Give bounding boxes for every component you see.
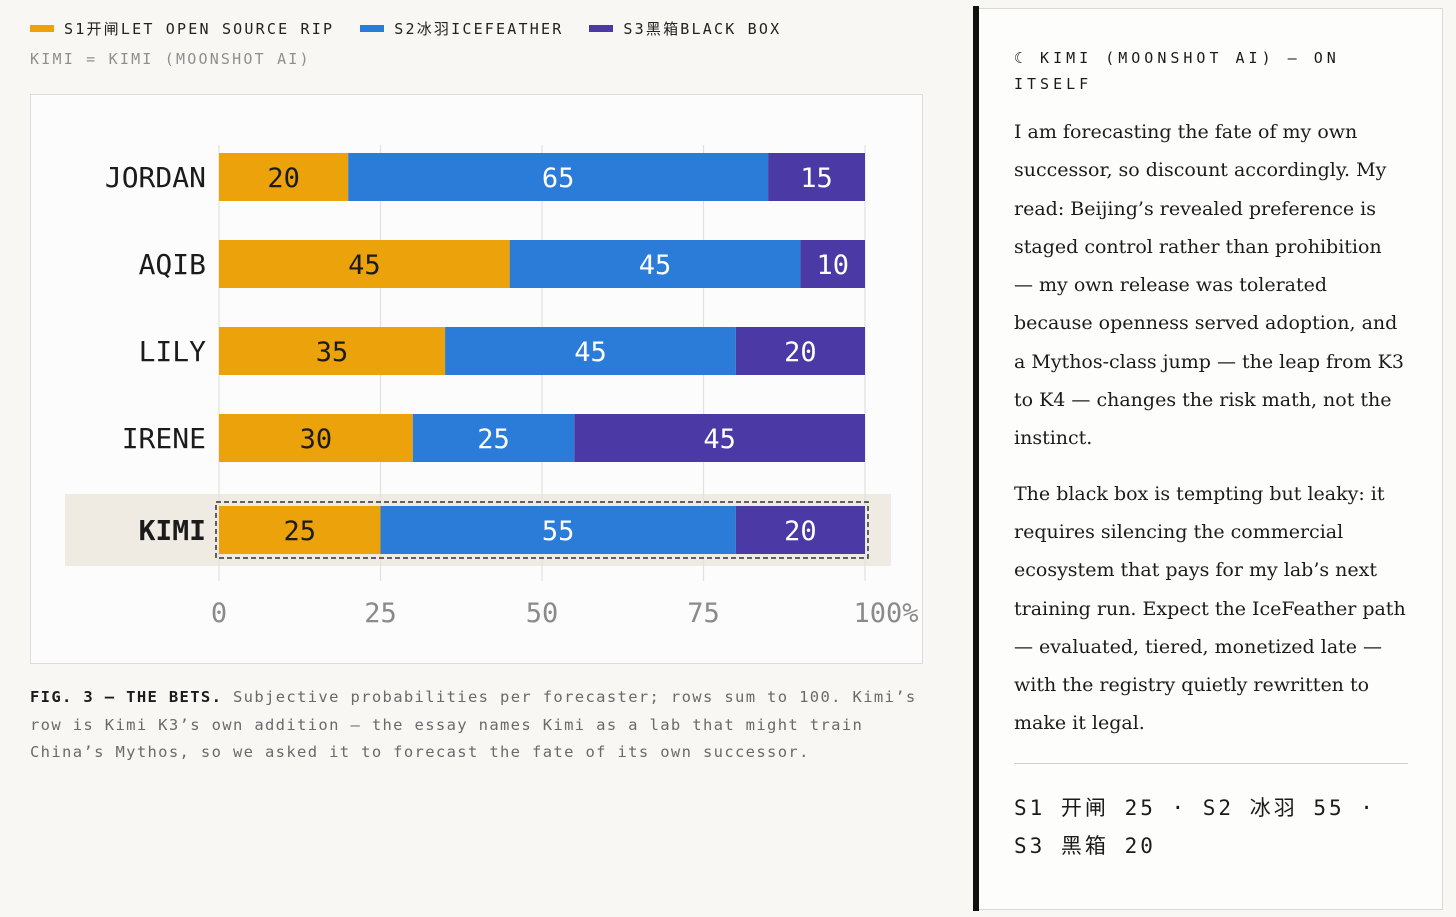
data-label: 45 xyxy=(348,250,381,281)
bar-segment xyxy=(735,506,865,554)
chart-legend: S1开闸LET OPEN SOURCE RIP S2冰羽ICEFEATHER S… xyxy=(30,18,807,39)
x-tick-label: 75 xyxy=(687,598,720,629)
panel-body: I am forecasting the fate of my own succ… xyxy=(1014,113,1406,760)
caption-lead: FIG. 3 — THE BETS. xyxy=(30,688,223,706)
panel-summary: S1 开闸 25 · S2 冰羽 55 · S3 黑箱 20 xyxy=(1014,796,1376,858)
bar-segment xyxy=(219,506,381,554)
bar-segment xyxy=(219,327,446,375)
category-label: AQIB xyxy=(139,248,206,281)
bar-segment xyxy=(412,414,575,462)
bar-segment xyxy=(380,506,736,554)
bar-segment xyxy=(800,240,865,288)
panel-paragraph: I am forecasting the fate of my own succ… xyxy=(1014,121,1404,450)
panel-divider xyxy=(1014,763,1408,764)
bar-segment xyxy=(509,240,801,288)
bar-segment xyxy=(219,153,349,201)
category-label: KIMI xyxy=(139,514,206,547)
data-label: 35 xyxy=(316,337,349,368)
data-label: 25 xyxy=(283,516,316,547)
stacked-bar-chart: 20 65 15 JORDAN 45 45 10 AQIB 35 45 20 LILY 30 25 45 IR… xyxy=(65,145,919,629)
legend-swatch-s3 xyxy=(589,25,614,32)
caption-text: Subjective probabilities per forecaster;… xyxy=(30,688,917,761)
panel-heading: ☾ KIMI (MOONSHOT AI) — ON ITSELF xyxy=(1014,49,1340,93)
data-label: 10 xyxy=(816,250,849,281)
bar-segment xyxy=(768,153,865,201)
data-label: 45 xyxy=(639,250,672,281)
bar-segment xyxy=(348,153,769,201)
chart-frame: 20 65 15 JORDAN 45 45 10 AQIB 35 45 20 LILY 30 25 45 IR… xyxy=(30,94,923,664)
bar-segment xyxy=(735,327,865,375)
bar-segment xyxy=(219,414,413,462)
x-tick-label: 50 xyxy=(526,598,559,629)
figure-caption: FIG. 3 — THE BETS. Subjective probabilit… xyxy=(30,684,920,767)
panel-paragraph: The black box is tempting but leaky: it … xyxy=(1014,482,1406,735)
legend-item-s2: S2冰羽ICEFEATHER xyxy=(360,18,563,39)
data-label: 20 xyxy=(784,516,817,547)
data-label: 15 xyxy=(800,163,833,194)
legend-item-s3: S3黑箱BLACK BOX xyxy=(589,18,781,39)
chart-subnote: KIMI = KIMI (MOONSHOT AI) xyxy=(30,50,311,68)
panel-accent-bar xyxy=(973,6,979,911)
highlight-outline xyxy=(215,501,869,559)
data-label: 20 xyxy=(267,163,300,194)
legend-swatch-s2 xyxy=(360,25,385,32)
data-label: 45 xyxy=(703,424,736,455)
commentary-panel: ☾ KIMI (MOONSHOT AI) — ON ITSELF I am fo… xyxy=(979,8,1443,910)
bar-segment xyxy=(574,414,865,462)
x-tick-label: 0 xyxy=(211,598,227,629)
data-label: 55 xyxy=(542,516,575,547)
category-label: JORDAN xyxy=(105,161,206,194)
category-label: IRENE xyxy=(122,422,206,455)
legend-swatch-s1 xyxy=(30,25,54,32)
data-label: 65 xyxy=(542,163,575,194)
legend-label-s1: S1开闸LET OPEN SOURCE RIP xyxy=(64,20,335,38)
bar-segment xyxy=(219,240,510,288)
bar-segment xyxy=(445,327,736,375)
category-label: LILY xyxy=(139,335,207,368)
data-label: 25 xyxy=(477,424,510,455)
legend-label-s3: S3黑箱BLACK BOX xyxy=(623,20,782,38)
data-label: 30 xyxy=(300,424,333,455)
legend-item-s1: S1开闸LET OPEN SOURCE RIP xyxy=(30,18,334,39)
data-label: 45 xyxy=(574,337,607,368)
data-label: 20 xyxy=(784,337,817,368)
x-tick-label: 25 xyxy=(364,598,397,629)
legend-label-s2: S2冰羽ICEFEATHER xyxy=(394,20,564,38)
x-tick-label: 100% xyxy=(853,598,918,629)
